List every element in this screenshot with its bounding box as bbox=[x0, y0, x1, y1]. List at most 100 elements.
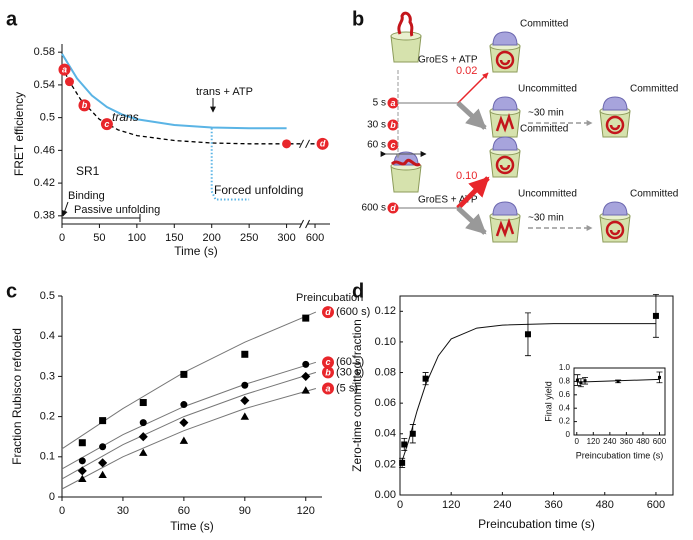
panel-letter: b bbox=[352, 8, 364, 30]
y-tick-label: 0.1 bbox=[40, 451, 55, 463]
y-tick-label: 0.08 bbox=[375, 366, 396, 378]
yield-label: 0.10 bbox=[456, 170, 477, 182]
annotation: trans + ATP bbox=[196, 86, 253, 98]
groes-cap bbox=[492, 31, 518, 46]
tag-letter: d bbox=[325, 307, 331, 317]
tag-circle bbox=[322, 366, 334, 379]
delay-label: ~30 min bbox=[528, 213, 564, 224]
y-tick-label: 0.2 bbox=[559, 417, 571, 426]
marker bbox=[78, 474, 87, 483]
y-tick-label: 0.4 bbox=[40, 330, 55, 342]
state-label: Uncommitted bbox=[518, 84, 577, 95]
y-tick-label: 0.00 bbox=[375, 489, 396, 501]
fit-line bbox=[61, 311, 317, 450]
fit-line bbox=[61, 371, 317, 480]
x-tick-label: 30 bbox=[117, 505, 129, 517]
marker bbox=[302, 314, 310, 322]
x-tick-label: 240 bbox=[603, 437, 617, 446]
marker bbox=[240, 412, 250, 420]
x-tick-label: 100 bbox=[128, 232, 146, 244]
tag-letter: c bbox=[104, 119, 109, 129]
y-tick-label: 0 bbox=[49, 491, 55, 503]
x-tick-label: 0 bbox=[397, 499, 403, 511]
axis-break bbox=[299, 219, 304, 229]
marker bbox=[139, 419, 147, 427]
chaperonin-icon bbox=[390, 11, 422, 63]
marker bbox=[139, 448, 148, 456]
marker bbox=[422, 375, 429, 382]
time-label: 5 s bbox=[373, 98, 386, 109]
y-tick-label: 0.3 bbox=[40, 370, 55, 382]
line-series bbox=[61, 53, 287, 130]
plot-frame bbox=[573, 367, 666, 436]
state-label: Committed bbox=[520, 19, 568, 30]
annotation: Binding bbox=[68, 190, 105, 202]
time-label: 60 s bbox=[367, 140, 386, 151]
marker bbox=[98, 470, 107, 479]
y-tick-label: 1.0 bbox=[559, 363, 571, 372]
marker bbox=[302, 360, 310, 368]
marker bbox=[78, 457, 86, 465]
chaperonin-icon bbox=[489, 96, 521, 138]
y-tick-label: 0.5 bbox=[40, 290, 55, 302]
groes-cap bbox=[602, 201, 628, 216]
tag-letter: b bbox=[325, 367, 331, 377]
folded-protein bbox=[495, 155, 515, 175]
panel-letter: a bbox=[6, 8, 18, 30]
tag-letter: b bbox=[390, 120, 396, 130]
annotation-arrow bbox=[61, 201, 69, 217]
yield-label: 0.02 bbox=[456, 65, 477, 77]
tag-circle bbox=[387, 139, 399, 151]
bound-protein bbox=[390, 158, 421, 167]
y-axis-label: Fraction Rubisco refolded bbox=[10, 328, 24, 465]
marker bbox=[99, 417, 107, 425]
y-tick-label: 0.02 bbox=[375, 458, 396, 470]
x-tick-label: 150 bbox=[165, 232, 183, 244]
x-tick-label: 90 bbox=[239, 505, 251, 517]
y-tick-label: 0 bbox=[566, 430, 571, 439]
time-label: 30 s bbox=[367, 120, 386, 131]
x-tick-label: 600 bbox=[306, 232, 324, 244]
tag-letter: a bbox=[325, 383, 330, 393]
line-break bbox=[299, 139, 304, 149]
tag-letter: a bbox=[62, 65, 67, 75]
chaperonin-icon bbox=[599, 201, 631, 243]
chaperonin-icon bbox=[489, 201, 521, 243]
annotation-bracket bbox=[62, 214, 141, 222]
x-tick-label: 480 bbox=[596, 499, 614, 511]
legend-label: (60 s) bbox=[336, 356, 364, 368]
x-tick-label: 0 bbox=[59, 505, 65, 517]
marker bbox=[524, 331, 531, 338]
x-tick-label: 240 bbox=[493, 499, 511, 511]
x-tick-label: 120 bbox=[587, 437, 601, 446]
reagent-label: GroES + ATP bbox=[418, 55, 478, 66]
tag-letter: c bbox=[325, 357, 330, 367]
x-tick-label: 300 bbox=[277, 232, 295, 244]
delay-label: ~30 min bbox=[528, 108, 564, 119]
marker bbox=[99, 443, 107, 451]
y-tick-label: 0.12 bbox=[375, 305, 396, 317]
marker bbox=[180, 401, 188, 409]
groes-cap bbox=[492, 96, 518, 111]
marker bbox=[301, 386, 310, 394]
x-tick-label: 60 bbox=[178, 505, 190, 517]
fit-line bbox=[61, 388, 317, 490]
panel-letter: d bbox=[352, 280, 364, 302]
line-series bbox=[210, 128, 250, 201]
y-axis-label: Zero-time committed fraction bbox=[350, 319, 364, 472]
x-tick-label: 250 bbox=[240, 232, 258, 244]
tag-circle bbox=[316, 137, 329, 150]
groes-cap bbox=[602, 96, 628, 111]
x-tick-label: 0 bbox=[575, 437, 580, 446]
tag-circle bbox=[78, 99, 91, 112]
marker bbox=[579, 381, 583, 385]
marker bbox=[401, 441, 408, 448]
x-tick-label: 600 bbox=[653, 437, 667, 446]
x-tick-label: 50 bbox=[93, 232, 105, 244]
marker-dot bbox=[64, 77, 74, 87]
marker bbox=[301, 371, 311, 381]
tag-letter: c bbox=[390, 140, 395, 150]
tag-circle bbox=[58, 63, 71, 76]
